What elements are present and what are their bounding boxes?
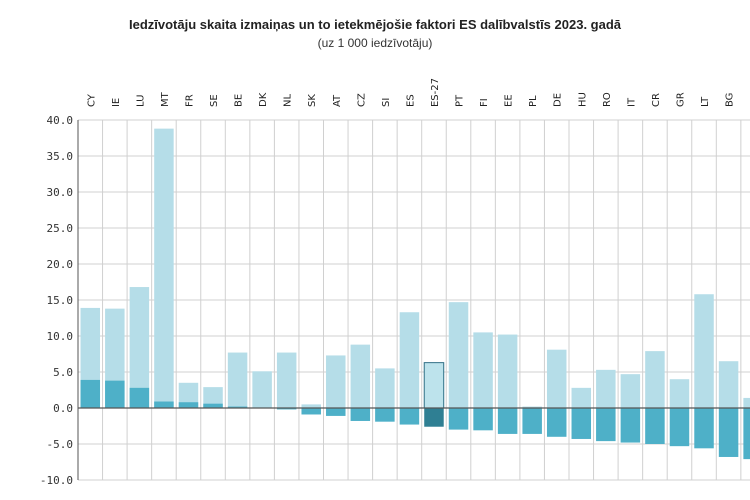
bar-natural-change [326, 408, 346, 416]
bar-natural-change [596, 408, 616, 442]
y-tick-label: 0.0 [53, 402, 73, 415]
bar-population-change [522, 406, 542, 408]
bar-natural-change [350, 408, 371, 421]
bar-natural-change [448, 408, 469, 430]
bar-population-change [252, 371, 272, 408]
category-label: GR [675, 92, 686, 107]
bar-natural-change [743, 408, 750, 460]
bar-population-change [743, 397, 750, 408]
axes [77, 120, 750, 480]
bar-population-change [694, 294, 714, 408]
category-label: ES [405, 94, 416, 107]
bar-population-change [448, 302, 469, 408]
category-label: PT [455, 94, 466, 107]
bar-natural-change [301, 408, 321, 415]
y-tick-label: 30.0 [47, 186, 74, 199]
category-label: DE [553, 93, 564, 107]
bar-population-change [497, 334, 518, 408]
bar-population-change [129, 287, 150, 408]
category-label: AT [332, 94, 343, 107]
category-label: IE [111, 98, 122, 107]
bar-natural-change [620, 408, 641, 443]
bar-natural-change [694, 408, 714, 449]
category-label: CR [651, 93, 662, 107]
bar-natural-change [276, 408, 297, 410]
bar-population-change [276, 352, 297, 408]
bar-population-change [203, 387, 223, 408]
bar-natural-change [178, 402, 199, 408]
bar-population-change [645, 351, 665, 408]
y-tick-label: 25.0 [47, 222, 74, 235]
y-tick-label: 5.0 [53, 366, 73, 379]
bar-population-change [669, 379, 690, 408]
bar-population-change [473, 332, 493, 408]
bar-natural-change [546, 408, 567, 437]
chart-subtitle: (uz 1 000 iedzīvotāju) [317, 36, 433, 50]
category-label: RO [602, 92, 613, 107]
bar-population-change [423, 362, 445, 409]
y-tick-label: -10.0 [40, 474, 73, 487]
y-tick-label: 40.0 [47, 114, 74, 127]
bar-population-change [718, 361, 739, 408]
bar-natural-change [571, 408, 592, 439]
bar-population-change [546, 349, 567, 408]
category-label: SE [209, 94, 220, 107]
category-label: NL [283, 94, 294, 107]
bar-population-change [178, 382, 199, 408]
category-label: LT [700, 96, 711, 107]
bar-natural-change [399, 408, 420, 425]
bar-population-change [375, 368, 395, 408]
bar-natural-change [522, 408, 542, 434]
bar-population-change [326, 355, 346, 408]
bar-natural-change [129, 387, 150, 408]
bar-population-change [301, 404, 321, 408]
chart-title: Iedzīvotāju skaita izmaiņas un to ietekm… [128, 17, 622, 32]
bar-natural-change [203, 403, 223, 408]
category-label: IT [626, 97, 637, 107]
bar-natural-change [718, 408, 739, 457]
bar-population-change [596, 369, 616, 408]
category-label: PL [528, 95, 539, 107]
category-label: HU [577, 92, 588, 107]
category-label: FI [479, 98, 490, 107]
category-label: BE [234, 94, 245, 107]
category-label: LU [135, 95, 146, 107]
category-label: FR [184, 94, 195, 107]
category-label: SI [381, 98, 392, 107]
bar-population-change [571, 387, 592, 408]
bar-population-change [399, 312, 420, 408]
bar-natural-change [669, 408, 690, 447]
bar-population-change [620, 374, 641, 408]
y-tick-label: 35.0 [47, 150, 74, 163]
category-label: CY [86, 93, 97, 107]
bar-natural-change [227, 406, 248, 408]
bar-natural-change [424, 408, 444, 427]
category-label: EE [504, 94, 515, 107]
bar-natural-change [154, 401, 174, 408]
category-label: MT [160, 91, 171, 107]
y-tick-label: -5.0 [47, 438, 74, 451]
bar-population-change [227, 352, 248, 408]
category-label: DK [258, 92, 269, 107]
category-label: SK [307, 94, 318, 107]
category-label: CZ [356, 93, 367, 107]
category-label: BG [725, 93, 736, 107]
y-tick-label: 10.0 [47, 330, 74, 343]
bar-population-change [154, 128, 174, 408]
tick-labels: 40.0 35.0 30.0 25.0 20.0 15.0 10.0 5.0 0.0 -5.0 -1… [40, 78, 736, 487]
bar-natural-change [375, 408, 395, 422]
y-tick-label: 20.0 [47, 258, 74, 271]
bar-natural-change [473, 408, 493, 431]
bar-natural-change [645, 408, 665, 444]
bar-natural-change [105, 380, 125, 408]
bar-population-change [350, 344, 371, 408]
category-label: ES-27 [430, 78, 441, 107]
bar-natural-change [80, 379, 101, 408]
bars [80, 128, 750, 460]
y-tick-label: 15.0 [47, 294, 74, 307]
bar-natural-change [497, 408, 518, 434]
